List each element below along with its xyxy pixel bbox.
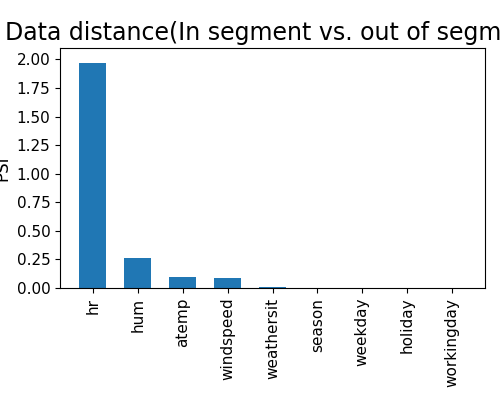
Title: Data distance(In segment vs. out of segment: Data distance(In segment vs. out of segm… bbox=[5, 21, 500, 45]
Bar bbox=[124, 258, 151, 288]
Bar bbox=[80, 63, 106, 288]
Bar bbox=[214, 278, 241, 288]
Y-axis label: PSI: PSI bbox=[0, 155, 11, 181]
Bar bbox=[169, 276, 196, 288]
Bar bbox=[259, 287, 286, 288]
